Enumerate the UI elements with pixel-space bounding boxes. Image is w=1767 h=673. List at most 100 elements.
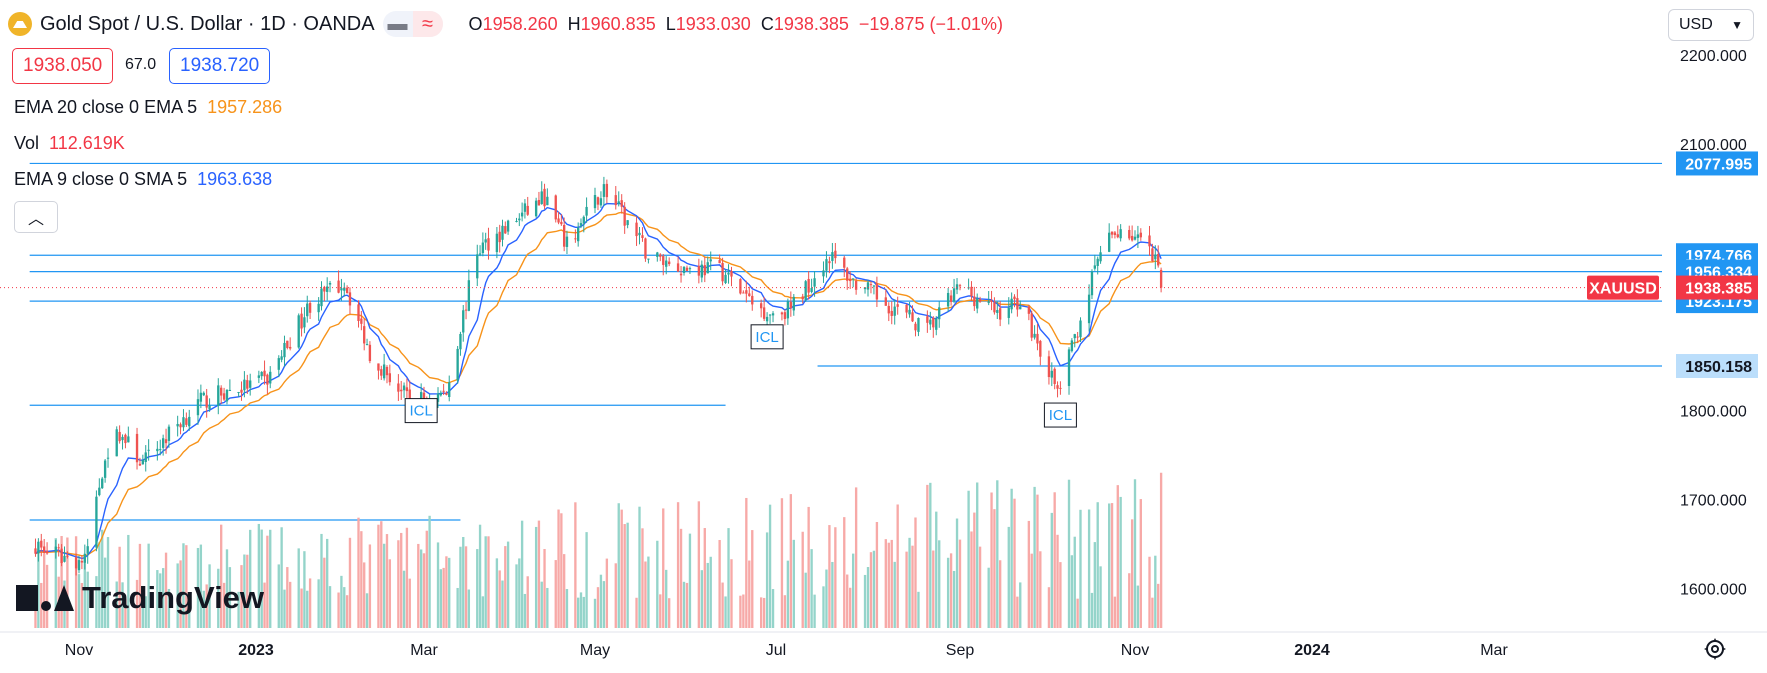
candle[interactable] xyxy=(263,360,266,385)
candle[interactable] xyxy=(478,245,482,257)
candle[interactable] xyxy=(1087,284,1091,332)
candle[interactable] xyxy=(266,373,269,395)
candle[interactable] xyxy=(1093,254,1097,271)
icl-label-2[interactable]: ICL xyxy=(1043,402,1077,428)
candle[interactable] xyxy=(115,426,118,457)
candle[interactable] xyxy=(445,391,448,396)
candle[interactable] xyxy=(668,257,671,267)
candle[interactable] xyxy=(83,544,86,570)
candle[interactable] xyxy=(257,370,261,384)
candle[interactable] xyxy=(317,297,320,321)
candle[interactable] xyxy=(260,371,263,380)
candle[interactable] xyxy=(955,278,959,295)
candle[interactable] xyxy=(498,224,501,253)
candle[interactable] xyxy=(801,293,804,304)
candle[interactable] xyxy=(308,300,312,320)
candle[interactable] xyxy=(464,301,468,320)
candle[interactable] xyxy=(402,382,406,398)
candle[interactable] xyxy=(74,553,78,576)
buy-price-button[interactable]: 1938.720 xyxy=(169,48,271,84)
candle[interactable] xyxy=(724,269,727,285)
candle[interactable] xyxy=(562,217,566,252)
candle[interactable] xyxy=(727,264,730,284)
candle[interactable] xyxy=(1053,367,1056,390)
candle[interactable] xyxy=(1013,294,1016,308)
candle[interactable] xyxy=(656,251,659,262)
candle[interactable] xyxy=(45,542,49,555)
candle[interactable] xyxy=(277,355,280,378)
candle[interactable] xyxy=(484,232,487,250)
candle[interactable] xyxy=(709,251,712,271)
candle[interactable] xyxy=(222,387,226,401)
candle[interactable] xyxy=(1110,231,1114,239)
candle[interactable] xyxy=(103,458,107,483)
candle[interactable] xyxy=(1154,245,1157,270)
candle[interactable] xyxy=(863,287,867,294)
candle[interactable] xyxy=(849,271,852,289)
candle[interactable] xyxy=(929,311,932,330)
candle[interactable] xyxy=(998,301,1002,327)
candle[interactable] xyxy=(745,280,748,303)
candle[interactable] xyxy=(810,278,813,294)
candle[interactable] xyxy=(476,244,479,287)
candle[interactable] xyxy=(932,316,935,338)
candle[interactable] xyxy=(872,285,876,295)
candle[interactable] xyxy=(40,533,43,557)
candle[interactable] xyxy=(467,269,471,312)
candle[interactable] xyxy=(730,266,733,287)
candle[interactable] xyxy=(742,290,745,294)
candle[interactable] xyxy=(400,380,403,400)
candle[interactable] xyxy=(1079,317,1082,343)
candle[interactable] xyxy=(721,257,724,286)
candle[interactable] xyxy=(786,298,790,325)
candle[interactable] xyxy=(385,365,389,384)
candle[interactable] xyxy=(783,309,787,326)
last-price-label[interactable]: XAUUSD 1938.385 xyxy=(1587,275,1758,300)
candle[interactable] xyxy=(135,427,139,470)
candle[interactable] xyxy=(659,253,662,262)
candle[interactable] xyxy=(86,538,89,564)
candle[interactable] xyxy=(638,226,641,245)
candle[interactable] xyxy=(688,266,692,274)
candle[interactable] xyxy=(697,258,701,284)
candle[interactable] xyxy=(380,365,383,380)
candle[interactable] xyxy=(343,282,346,297)
candle[interactable] xyxy=(813,271,816,297)
candle[interactable] xyxy=(1039,339,1042,366)
candle[interactable] xyxy=(1019,300,1022,310)
candle[interactable] xyxy=(574,229,577,243)
candle[interactable] xyxy=(208,398,211,412)
indicator-toggle[interactable]: ▬ ≈ xyxy=(382,11,443,37)
candle[interactable] xyxy=(626,220,629,229)
candle[interactable] xyxy=(825,251,828,278)
candle[interactable] xyxy=(938,301,941,328)
candle[interactable] xyxy=(644,237,647,262)
candle[interactable] xyxy=(759,299,763,318)
candle[interactable] xyxy=(990,290,993,311)
candle[interactable] xyxy=(1116,225,1119,239)
candle[interactable] xyxy=(481,232,485,257)
candle[interactable] xyxy=(1130,225,1134,242)
candle[interactable] xyxy=(831,242,834,269)
candle[interactable] xyxy=(1030,310,1033,342)
candle[interactable] xyxy=(993,297,996,315)
candle[interactable] xyxy=(43,539,46,554)
candle[interactable] xyxy=(887,302,890,322)
candle[interactable] xyxy=(908,301,911,318)
candle[interactable] xyxy=(834,242,837,264)
candle[interactable] xyxy=(905,303,908,319)
candle[interactable] xyxy=(1113,230,1117,239)
candle[interactable] xyxy=(405,378,409,399)
candle[interactable] xyxy=(1010,292,1013,314)
candle[interactable] xyxy=(893,299,896,325)
sell-price-button[interactable]: 1938.050 xyxy=(12,48,114,84)
candle[interactable] xyxy=(249,373,252,396)
candle[interactable] xyxy=(456,346,459,384)
candle[interactable] xyxy=(1076,331,1079,344)
candle[interactable] xyxy=(161,434,165,456)
candle[interactable] xyxy=(523,199,527,219)
candle[interactable] xyxy=(593,187,597,214)
ema9-line[interactable] xyxy=(35,202,1162,560)
ema20-line[interactable] xyxy=(35,211,1162,557)
candle[interactable] xyxy=(60,544,63,567)
